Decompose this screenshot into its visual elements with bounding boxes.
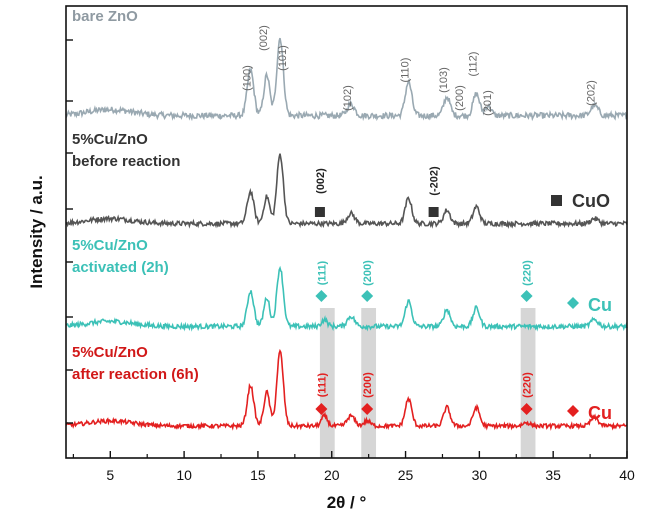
series-label-activated-line1: activated (2h) [72, 259, 169, 276]
reflection-label-bare-3: (102) [342, 85, 354, 111]
x-axis-title: 2θ / ° [327, 493, 367, 512]
reflection-label-before-1: (-202) [429, 166, 441, 196]
reflection-annotations: (100)(002)(101)(102)(110) (103)(200)(112)… [242, 25, 598, 415]
x-axis-ticks: 5 10 15 20 25 30 35 40 [72, 451, 635, 483]
x-tick-label-35: 35 [545, 467, 561, 483]
curve-after [65, 348, 628, 431]
legend-marker-cu-after [567, 405, 579, 417]
series-labels: bare ZnO 5%Cu/ZnO before reaction CuO 5%Cu/Z… [72, 8, 612, 423]
legend-marker-cuo [551, 195, 562, 206]
reflection-label-activated-0: (111) [316, 260, 328, 285]
reflection-label-after-1: (200) [362, 372, 374, 398]
legend-label-before: CuO [572, 191, 610, 211]
cu-marker-after-1 [361, 403, 374, 415]
reflection-label-after-0: (111) [316, 372, 328, 397]
highlight-band-2 [520, 308, 536, 458]
reflection-label-bare-6: (200) [454, 85, 466, 111]
x-tick-label-10: 10 [176, 467, 192, 483]
curve-bare [65, 37, 628, 122]
reflection-label-activated-1: (200) [362, 260, 374, 286]
highlight-band-0 [319, 308, 335, 458]
reflection-label-activated-2: (220) [522, 260, 534, 286]
reflection-label-bare-7: (112) [467, 52, 479, 77]
legend-label-after: Cu [588, 403, 612, 423]
cu-marker-activated-2 [520, 290, 533, 302]
cu-marker-activated-0 [315, 290, 328, 302]
reflection-label-bare-8: (201) [482, 90, 494, 116]
reflection-label-bare-0: (100) [242, 65, 254, 91]
cu-marker-activated-1 [361, 290, 374, 302]
y-axis-title: Intensity / a.u. [27, 175, 46, 288]
curve-before [65, 153, 628, 230]
plot-frame [65, 5, 628, 459]
reflection-label-bare-5: (103) [438, 67, 450, 93]
cu-marker-after-0 [315, 403, 328, 415]
series-label-before-line1: before reaction [72, 153, 180, 170]
cu-marker-after-2 [520, 403, 533, 415]
x-tick-label-40: 40 [619, 467, 635, 483]
highlight-bands [319, 308, 536, 458]
reflection-label-bare-1: (002) [258, 25, 270, 51]
reflection-label-bare-4: (110) [400, 58, 412, 83]
reflection-label-bare-9: (202) [586, 80, 598, 106]
cuo-marker-1 [428, 207, 439, 217]
x-tick-label-30: 30 [472, 467, 488, 483]
series-label-activated-line0: 5%Cu/ZnO [72, 237, 148, 254]
x-tick-label-5: 5 [106, 467, 114, 483]
x-tick-label-15: 15 [250, 467, 266, 483]
curve-activated [65, 265, 628, 332]
x-tick-label-25: 25 [398, 467, 414, 483]
reflection-label-bare-2: (101) [277, 45, 289, 71]
y-axis-ticks [66, 39, 73, 424]
reflection-label-before-0: (002) [315, 168, 327, 194]
cuo-marker-0 [314, 207, 325, 217]
series-label-after-line0: 5%Cu/ZnO [72, 344, 148, 361]
series-label-bare-line0: bare ZnO [72, 8, 138, 25]
legend-marker-cu-activated [567, 297, 579, 309]
diffraction-curves [65, 37, 628, 431]
reflection-label-after-2: (220) [522, 372, 534, 398]
legend-label-activated: Cu [588, 295, 612, 315]
series-label-after-line1: after reaction (6h) [72, 366, 199, 383]
series-label-before-line0: 5%Cu/ZnO [72, 131, 148, 148]
x-tick-label-20: 20 [324, 467, 340, 483]
